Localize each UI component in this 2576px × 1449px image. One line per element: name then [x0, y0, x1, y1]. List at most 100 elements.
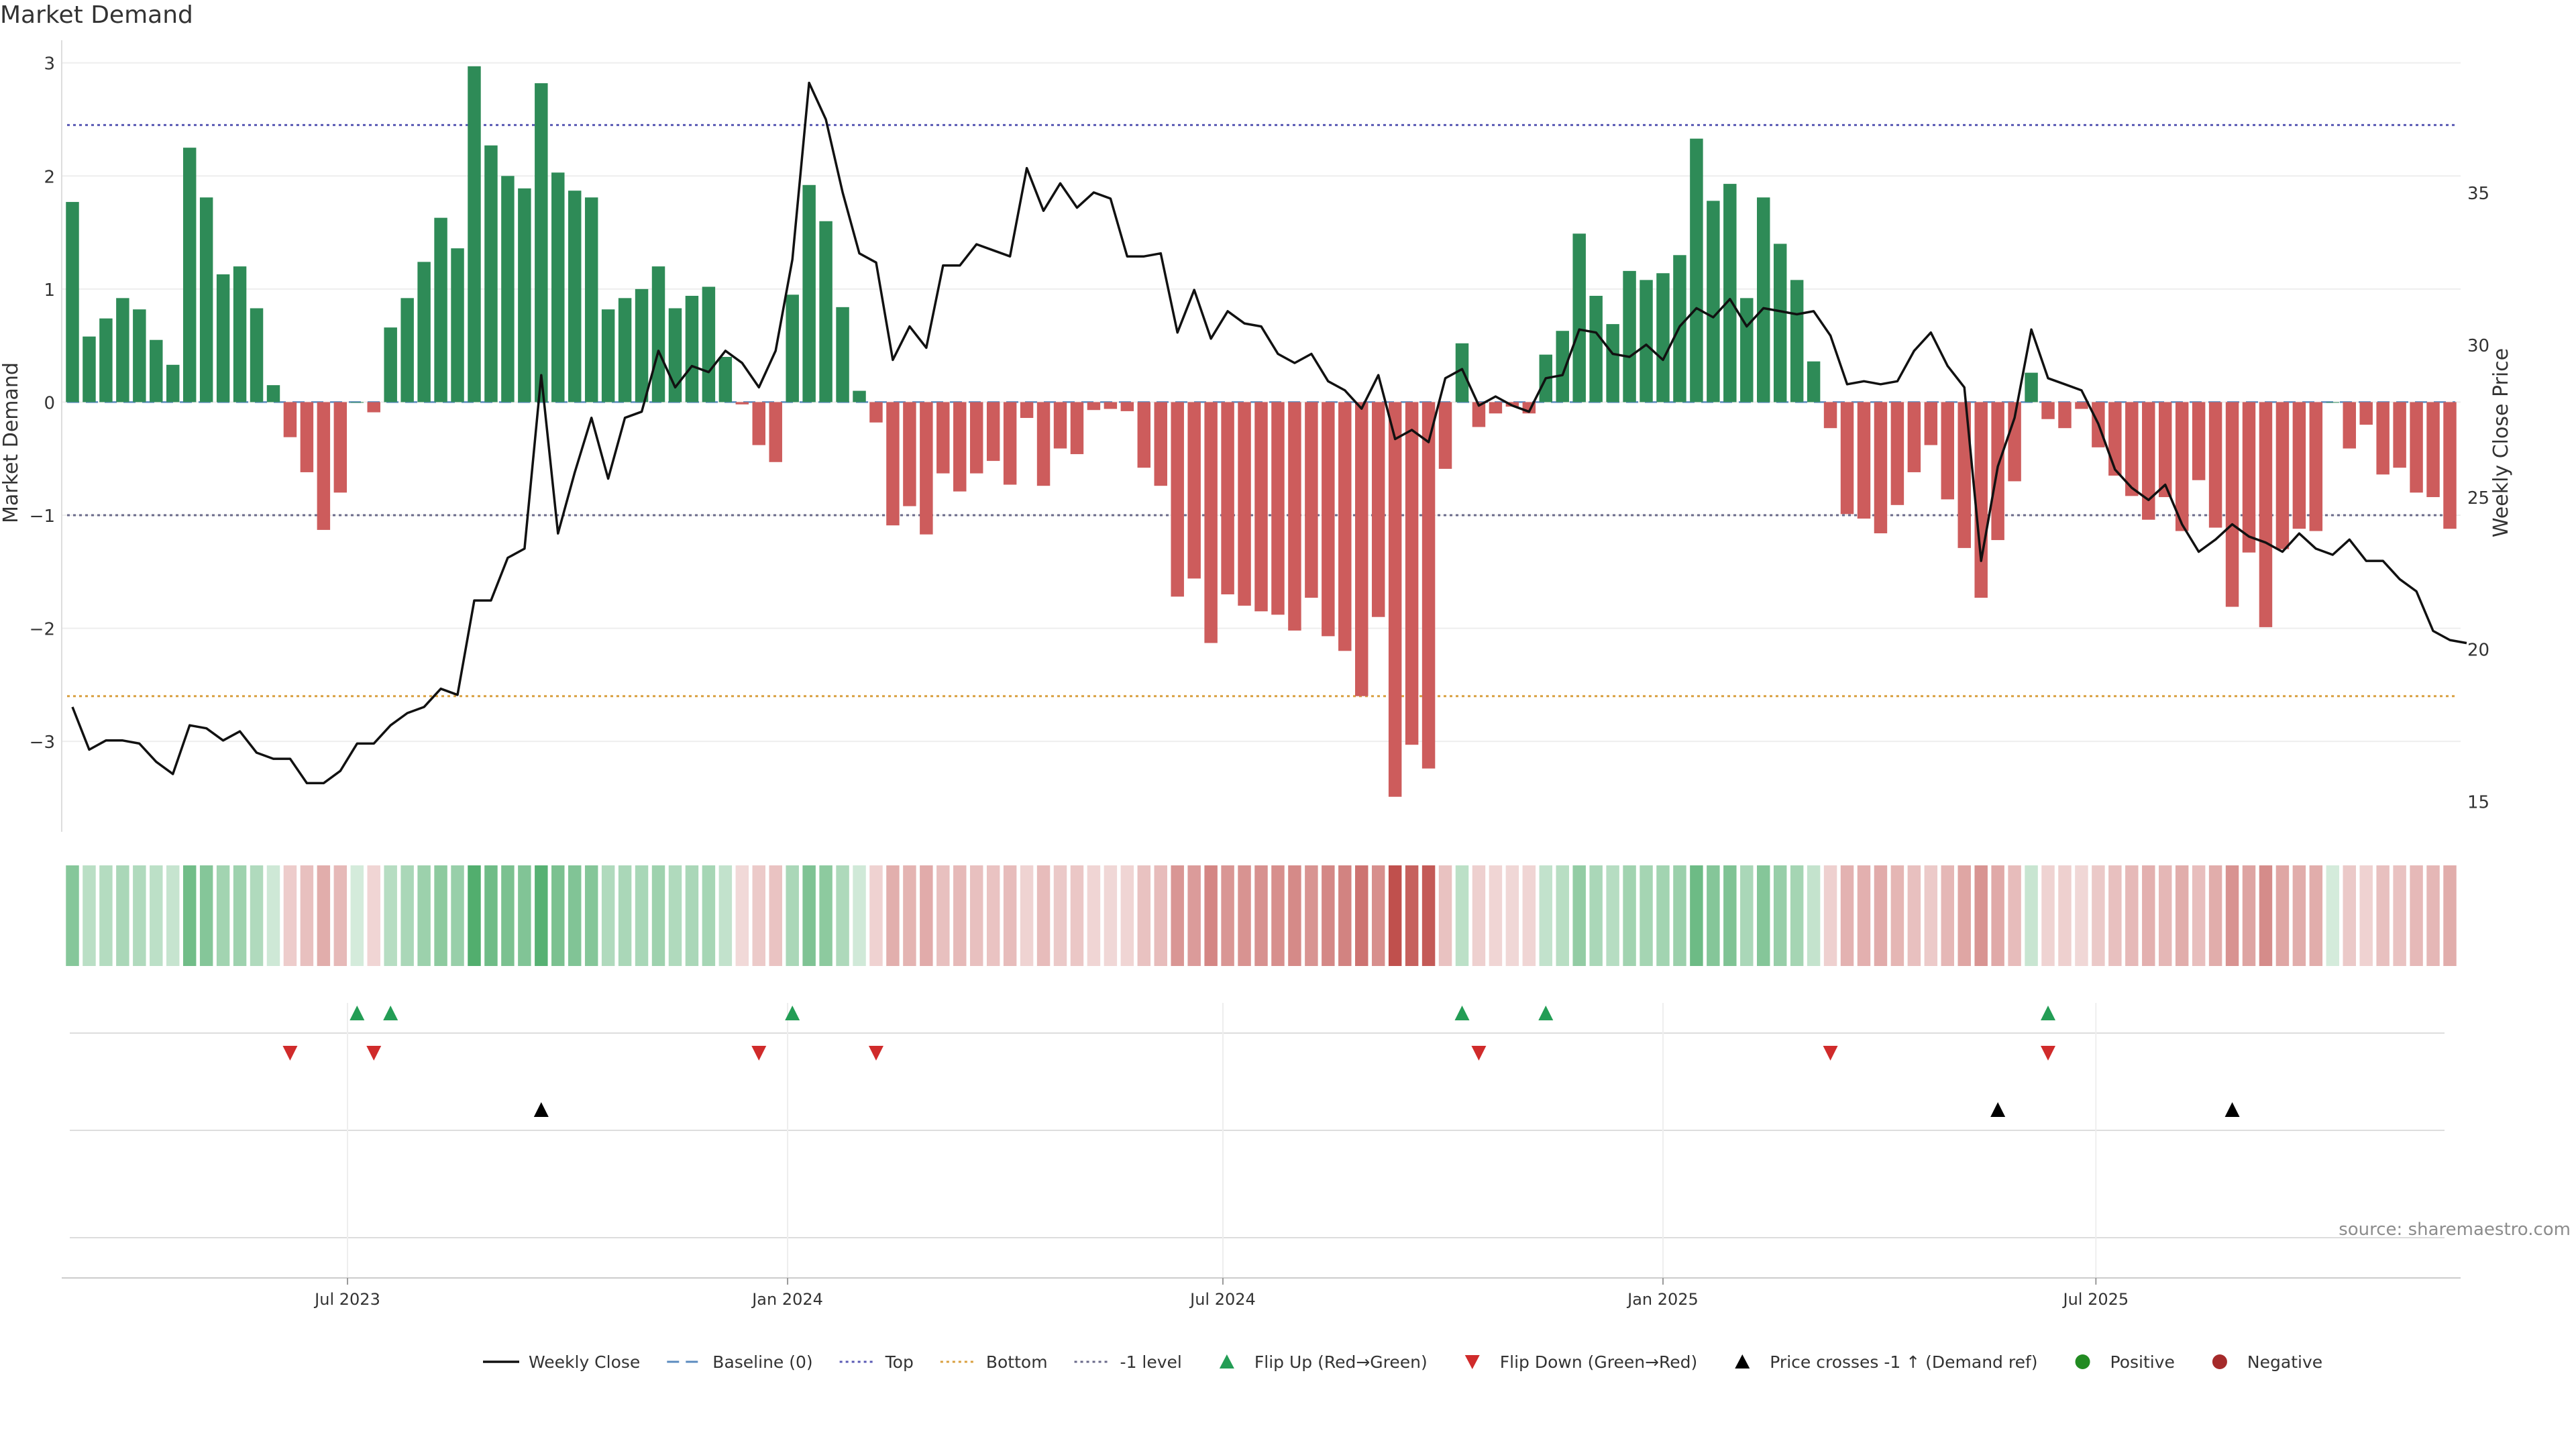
heat-strip-cell — [1723, 865, 1737, 966]
heat-strip-cell — [2158, 865, 2172, 966]
heat-strip-cell — [752, 865, 766, 966]
y-right-tick-label: 20 — [2467, 641, 2489, 661]
heat-strip-cell — [1421, 865, 1436, 966]
demand-bar — [1371, 402, 1385, 617]
heat-strip-cell — [166, 865, 180, 966]
demand-bar — [384, 327, 397, 402]
demand-bar — [1254, 402, 1268, 612]
demand-bar — [1388, 402, 1402, 797]
legend-item-8: Positive — [2075, 1352, 2175, 1372]
demand-bar — [651, 266, 665, 402]
heat-strip-cell — [2058, 865, 2072, 966]
demand-bar — [1890, 402, 1904, 505]
demand-bars — [66, 66, 2457, 797]
demand-bar — [769, 402, 782, 462]
heat-strip-cell — [1807, 865, 1821, 966]
demand-bar — [2359, 402, 2373, 425]
demand-bar — [1338, 402, 1352, 651]
demand-bar — [1003, 402, 1017, 485]
heat-strip-cell — [1388, 865, 1402, 966]
heat-strip-cell — [786, 865, 799, 966]
heat-strip-cell — [1572, 865, 1586, 966]
heat-strip-cell — [266, 865, 280, 966]
heat-strip-cell — [886, 865, 900, 966]
heat-strip-cell — [216, 865, 230, 966]
legend-label: Bottom — [986, 1352, 1048, 1372]
heat-strip-cell — [1254, 865, 1268, 966]
heat-strip-cell — [1690, 865, 1703, 966]
heat-strip-cell — [2359, 865, 2373, 966]
y-axis-right-label: Weekly Close Price — [2489, 348, 2513, 537]
heat-strip-cell — [1003, 865, 1017, 966]
demand-bar — [250, 308, 264, 402]
demand-bar — [434, 217, 447, 402]
heat-strip-cell — [2309, 865, 2323, 966]
demand-bar — [1690, 138, 1703, 402]
legend-swatch — [1735, 1354, 1750, 1368]
heat-strip-cell — [400, 865, 414, 966]
y-right-tick-label: 25 — [2467, 488, 2489, 508]
heat-strip-cell — [903, 865, 916, 966]
heat-strip-cell — [2108, 865, 2122, 966]
demand-bar — [685, 295, 699, 402]
heat-strip-cell — [1790, 865, 1804, 966]
price-line-group — [71, 81, 2467, 785]
demand-bar — [333, 402, 347, 493]
demand-bar — [1874, 402, 1888, 533]
demand-bar — [568, 191, 582, 402]
demand-bar — [1924, 402, 1938, 445]
heat-strip-cell — [1991, 865, 2004, 966]
heat-strip-cell — [1589, 865, 1603, 966]
heat-strip-cell — [1322, 865, 1335, 966]
demand-bar — [535, 83, 548, 402]
demand-bar — [735, 402, 749, 405]
event-markers — [70, 1003, 2445, 1278]
legend-swatch — [2212, 1354, 2227, 1369]
heat-strip-cell — [568, 865, 582, 966]
demand-bar — [1187, 402, 1201, 579]
heat-strip-cell — [1505, 865, 1519, 966]
demand-bar — [2108, 402, 2122, 476]
heat-strip-cell — [283, 865, 297, 966]
demand-bar — [400, 298, 414, 402]
demand-bar — [1137, 402, 1151, 468]
demand-bar — [2041, 402, 2055, 419]
x-tick-label: Jul 2025 — [2061, 1290, 2129, 1309]
heat-strip-cell — [1823, 865, 1837, 966]
demand-bar — [786, 294, 799, 402]
heat-strip-cell — [601, 865, 615, 966]
flip-down-marker — [1823, 1046, 1838, 1061]
heat-strip-cell — [2326, 865, 2340, 966]
demand-bar — [99, 318, 113, 402]
heat-strip-cell — [1020, 865, 1034, 966]
heat-strip-cell — [802, 865, 816, 966]
heat-strip-cell — [1673, 865, 1686, 966]
flip-down-marker — [366, 1046, 382, 1061]
heat-strip-cell — [819, 865, 833, 966]
demand-bar — [1171, 402, 1184, 597]
demand-bar — [1589, 295, 1603, 402]
demand-bar — [1104, 402, 1118, 409]
y-left-tick-label: 1 — [44, 280, 55, 301]
heat-strip-cell — [2343, 865, 2356, 966]
y-axis-left-label: Market Demand — [0, 362, 23, 523]
demand-bar — [2343, 402, 2356, 449]
demand-bar — [83, 336, 96, 402]
demand-bar — [1036, 402, 1051, 486]
heat-strip-cell — [635, 865, 649, 966]
demand-bar — [2443, 402, 2457, 529]
heat-strip-cell — [2092, 865, 2105, 966]
demand-bar — [1640, 280, 1653, 402]
heat-strip-cell — [1957, 865, 1971, 966]
heat-strip-cell — [1890, 865, 1904, 966]
heat-strip-cell — [1305, 865, 1318, 966]
heat-strip-cell — [300, 865, 314, 966]
demand-bar — [1271, 402, 1285, 615]
x-tick-label: Jan 2024 — [751, 1290, 823, 1309]
heat-strip-cell — [551, 865, 565, 966]
heat-strip-cell — [735, 865, 749, 966]
heat-strip-cell — [1288, 865, 1301, 966]
legend-label: Flip Down (Green→Red) — [1500, 1352, 1698, 1372]
demand-bar — [836, 307, 849, 402]
